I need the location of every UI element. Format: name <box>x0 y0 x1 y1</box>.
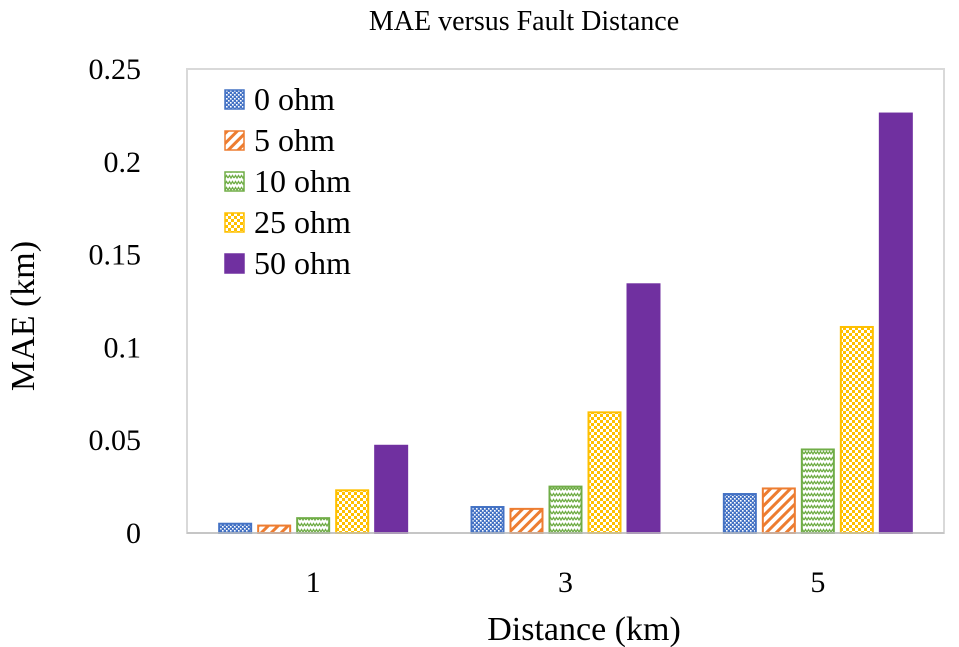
x-tick-label: 5 <box>810 566 825 599</box>
bar-0-ohm-1 <box>218 522 253 534</box>
x-axis-label: Distance (km) <box>487 611 681 647</box>
bar-25-ohm-3 <box>587 411 622 534</box>
legend-label: 25 ohm <box>254 204 351 240</box>
chart-title: MAE versus Fault Distance <box>369 6 679 37</box>
x-axis-ticks: 1 3 5 <box>306 566 826 599</box>
legend-label: 10 ohm <box>254 163 351 199</box>
y-tick-label: 0.1 <box>104 331 142 364</box>
bar-50-ohm-5 <box>878 112 913 534</box>
bar-10-ohm-5 <box>800 448 835 535</box>
y-tick-label: 0.2 <box>104 146 142 179</box>
y-tick-label: 0 <box>126 517 141 550</box>
bars <box>218 112 913 535</box>
legend-label: 50 ohm <box>254 245 351 281</box>
bar-25-ohm-1 <box>335 489 370 535</box>
y-axis-ticks: 0 0.05 0.1 0.15 0.2 0.25 <box>89 53 142 550</box>
x-tick-label: 3 <box>558 566 573 599</box>
y-axis-label: MAE (km) <box>5 241 42 391</box>
legend-swatch <box>224 89 245 110</box>
bar-50-ohm-3 <box>626 283 661 534</box>
x-tick-label: 1 <box>306 566 321 599</box>
bar-25-ohm-5 <box>839 325 874 535</box>
legend-swatch <box>224 253 245 274</box>
bar-10-ohm-1 <box>296 517 331 534</box>
legend: 0 ohm 5 ohm 10 ohm 25 ohm 50 ohm <box>224 81 351 281</box>
bar-5-ohm-3 <box>509 507 544 535</box>
legend-label: 5 ohm <box>254 122 335 158</box>
legend-swatch <box>224 171 245 192</box>
y-tick-label: 0.05 <box>89 424 142 457</box>
y-tick-label: 0.25 <box>89 53 142 86</box>
legend-swatch <box>224 212 245 233</box>
bar-5-ohm-1 <box>257 524 292 534</box>
bar-50-ohm-1 <box>374 444 409 535</box>
legend-label: 0 ohm <box>254 81 335 117</box>
bar-5-ohm-5 <box>761 487 796 534</box>
bar-0-ohm-3 <box>470 506 505 534</box>
y-tick-label: 0.15 <box>89 239 142 272</box>
bar-10-ohm-3 <box>548 485 583 535</box>
bar-0-ohm-5 <box>722 493 757 534</box>
legend-swatch <box>224 130 245 151</box>
